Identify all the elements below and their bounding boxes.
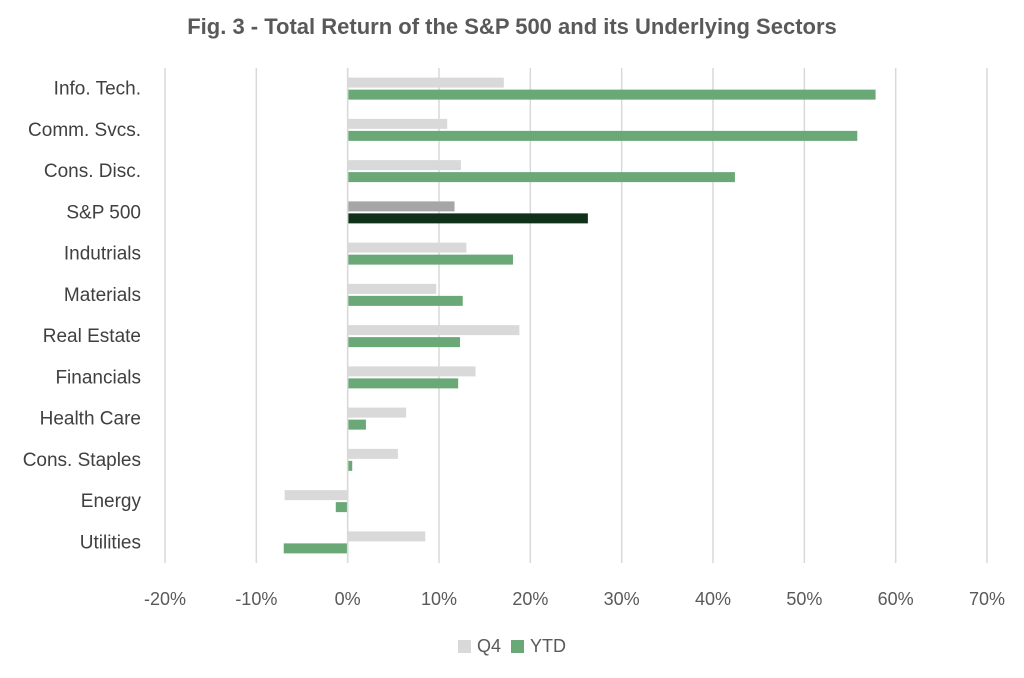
category-label: Financials — [55, 367, 141, 388]
bar-ytd — [347, 89, 876, 100]
chart-title: Fig. 3 - Total Return of the S&P 500 and… — [187, 14, 837, 39]
category-label: Indutrials — [64, 244, 141, 265]
category-label: Cons. Disc. — [44, 161, 141, 182]
legend-item-ytd: YTD — [511, 636, 566, 657]
bar-q4 — [347, 201, 455, 212]
category-label: Health Care — [40, 409, 141, 430]
bar-q4 — [347, 531, 426, 542]
category-label: Materials — [64, 285, 141, 306]
bar-ytd — [347, 378, 459, 389]
bar-q4 — [347, 366, 476, 377]
x-tick-label: 10% — [421, 589, 457, 609]
bar-q4 — [347, 325, 520, 336]
legend: Q4 YTD — [0, 636, 1024, 657]
bar-ytd — [347, 460, 353, 471]
bar-ytd — [347, 130, 858, 141]
bar-q4 — [347, 77, 504, 88]
bar-ytd — [347, 295, 463, 306]
bar-ytd — [335, 502, 348, 513]
x-tick-label: 60% — [878, 589, 914, 609]
x-tick-label: 20% — [512, 589, 548, 609]
bar-q4 — [284, 490, 348, 501]
bar-ytd — [347, 254, 513, 265]
bar-ytd — [347, 419, 366, 430]
x-tick-label: 0% — [335, 589, 361, 609]
bar-ytd — [347, 337, 461, 348]
category-label: S&P 500 — [66, 202, 141, 223]
x-tick-label: 50% — [786, 589, 822, 609]
x-tick-label: -20% — [144, 589, 186, 609]
bar-q4 — [347, 118, 448, 129]
bar-q4 — [347, 160, 461, 171]
x-tick-label: 40% — [695, 589, 731, 609]
category-label: Info. Tech. — [54, 79, 141, 100]
category-label: Utilities — [80, 532, 141, 553]
bar-q4 — [347, 242, 467, 253]
bar-q4 — [347, 407, 407, 418]
legend-swatch-q4 — [457, 640, 471, 653]
category-label: Comm. Svcs. — [28, 120, 141, 141]
legend-label-q4: Q4 — [476, 636, 501, 656]
category-label: Energy — [81, 491, 142, 512]
legend-swatch-ytd — [511, 640, 524, 653]
bar-q4 — [347, 283, 437, 294]
legend-item-q4: Q4 — [457, 636, 501, 657]
x-tick-label: -10% — [235, 589, 277, 609]
legend-label-ytd: YTD — [530, 636, 566, 656]
x-tick-label: 30% — [604, 589, 640, 609]
bar-ytd — [283, 543, 348, 554]
x-tick-label: 70% — [969, 589, 1005, 609]
bar-ytd — [347, 213, 588, 224]
bar-q4 — [347, 448, 398, 459]
bar-ytd — [347, 172, 735, 183]
category-label: Cons. Staples — [23, 450, 141, 471]
category-label: Real Estate — [43, 326, 141, 347]
